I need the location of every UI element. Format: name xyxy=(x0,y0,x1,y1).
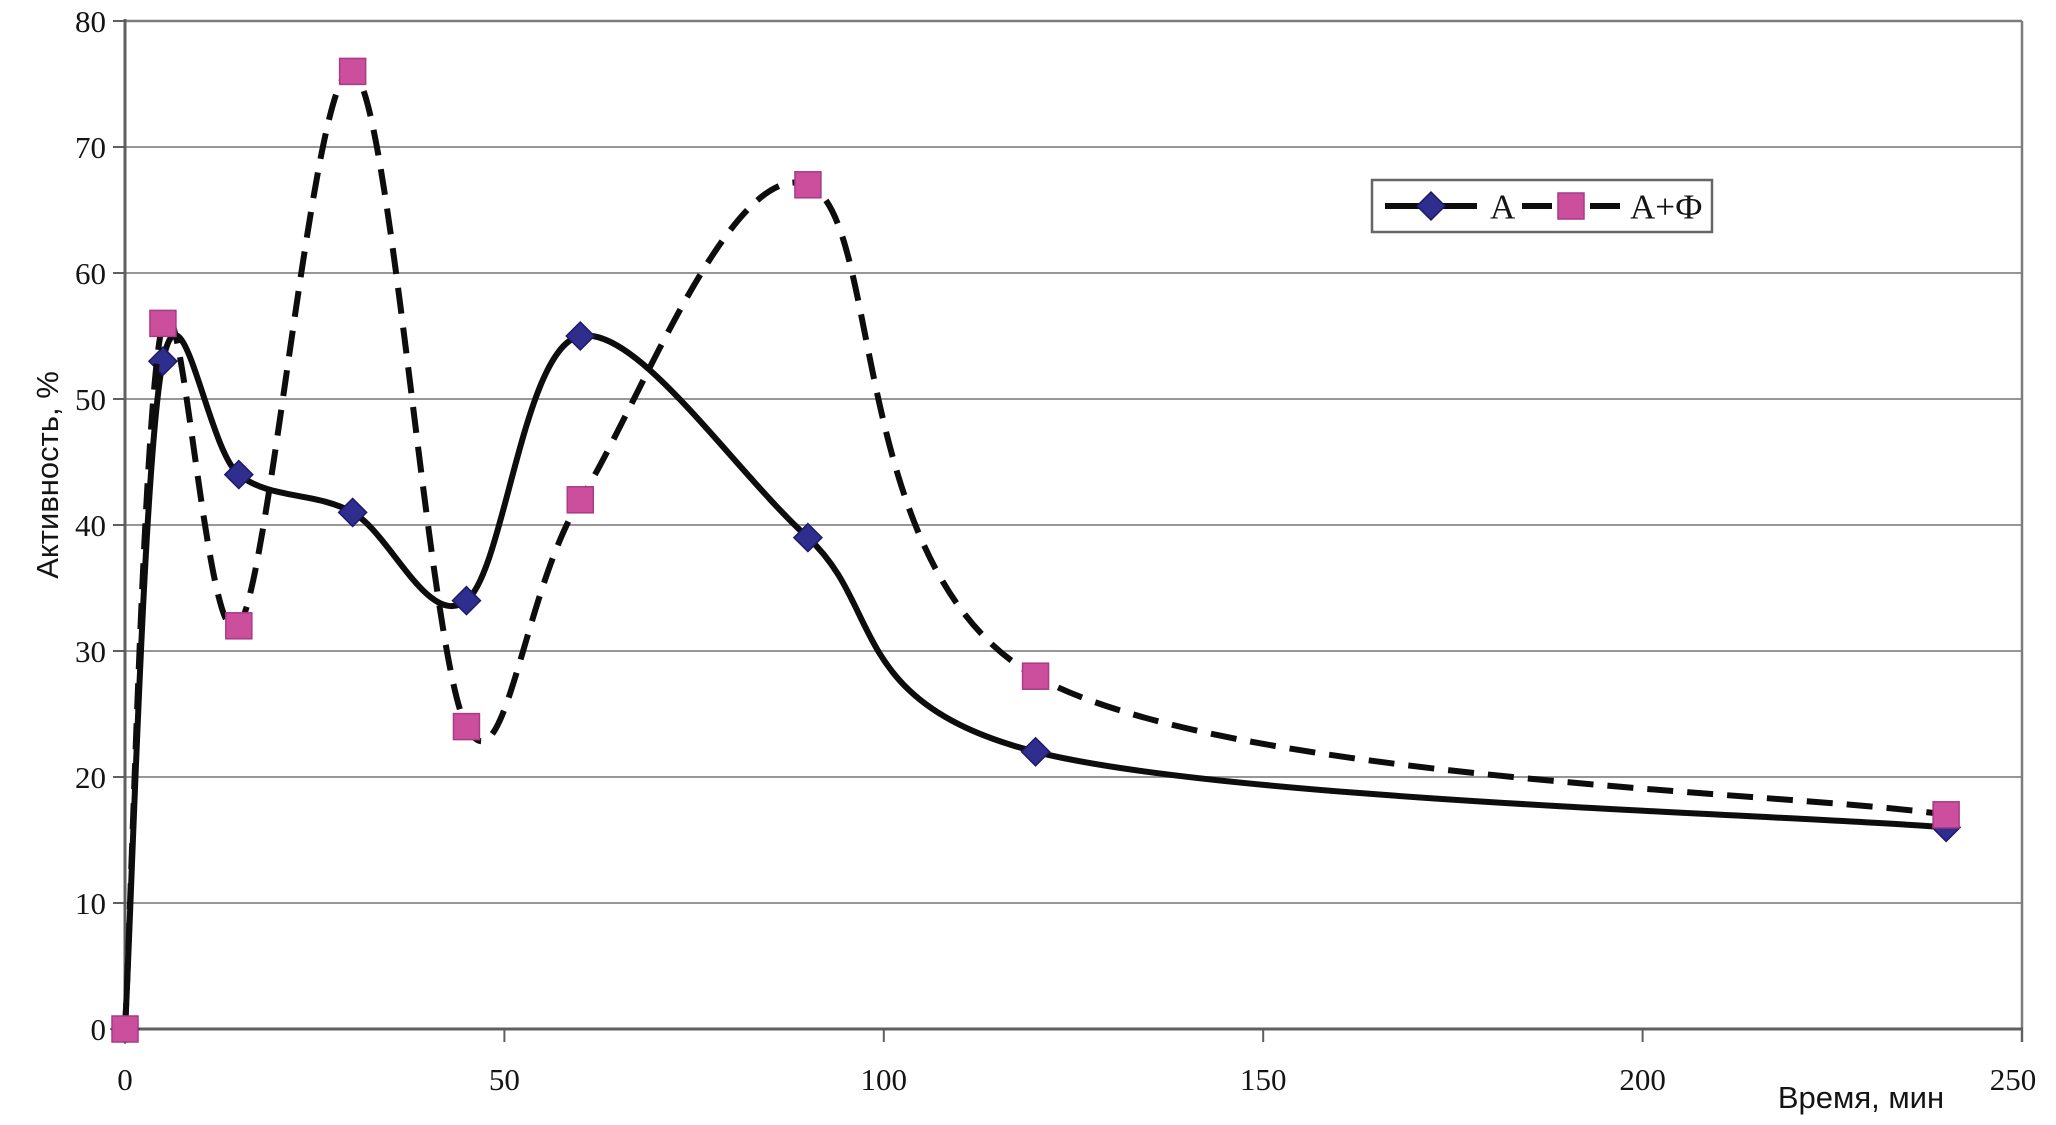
gridlines xyxy=(125,146,2022,904)
y-tick-label: 60 xyxy=(75,256,106,291)
legend-label-a-f: А+Ф xyxy=(1630,187,1703,226)
diamond-marker-icon xyxy=(223,459,254,490)
diamond-marker-icon xyxy=(792,522,823,553)
y-tick-label: 20 xyxy=(75,760,106,795)
y-tick-label: 40 xyxy=(75,508,106,543)
square-marker-icon xyxy=(111,1015,139,1043)
legend: А А+Ф xyxy=(1370,178,1714,234)
x-axis-title: Время, мин xyxy=(1778,1080,1944,1115)
x-tick-label: 150 xyxy=(1240,1062,1287,1097)
data-series xyxy=(109,57,1962,1045)
square-marker-icon xyxy=(1932,801,1960,829)
axes xyxy=(113,19,2024,1042)
y-tick-label: 30 xyxy=(75,634,106,669)
series-a-f xyxy=(111,57,1960,1043)
diamond-marker-icon xyxy=(565,320,596,352)
legend-label-a: А xyxy=(1490,187,1516,226)
square-marker-icon xyxy=(225,612,253,640)
x-tick-label: 0 xyxy=(117,1062,133,1097)
y-tick-label: 50 xyxy=(75,382,106,417)
square-marker-icon xyxy=(566,486,595,514)
square-marker-icon xyxy=(1021,662,1050,690)
legend-square-marker-icon xyxy=(1557,192,1585,220)
legend-diamond-marker-icon xyxy=(1415,190,1447,222)
y-tick-label: 80 xyxy=(75,4,106,39)
y-axis-title: Активность, % xyxy=(30,371,65,579)
diamond-marker-icon xyxy=(451,585,482,616)
y-tick-label: 70 xyxy=(75,130,106,165)
tick-labels: 0 10 20 30 40 50 60 70 80 0 50 100 150 200 250 xyxy=(75,4,2036,1097)
square-marker-icon xyxy=(452,712,481,741)
square-marker-icon xyxy=(149,309,177,338)
x-tick-label: 250 xyxy=(1990,1062,2037,1097)
square-marker-icon xyxy=(794,171,822,199)
diamond-marker-icon xyxy=(1020,736,1051,767)
square-marker-icon xyxy=(338,57,367,86)
x-tick-label: 200 xyxy=(1619,1062,1666,1097)
y-tick-label: 10 xyxy=(75,886,106,921)
diamond-marker-icon xyxy=(337,497,368,528)
y-tick-label: 0 xyxy=(91,1012,107,1047)
x-tick-label: 100 xyxy=(861,1062,908,1097)
x-tick-label: 50 xyxy=(489,1062,520,1097)
